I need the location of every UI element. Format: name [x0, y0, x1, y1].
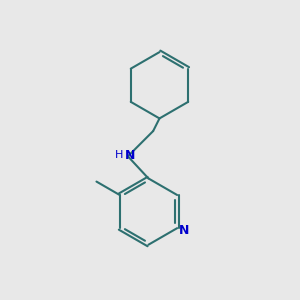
Text: H: H	[115, 150, 123, 160]
Text: N: N	[125, 148, 136, 162]
Text: N: N	[179, 224, 189, 237]
